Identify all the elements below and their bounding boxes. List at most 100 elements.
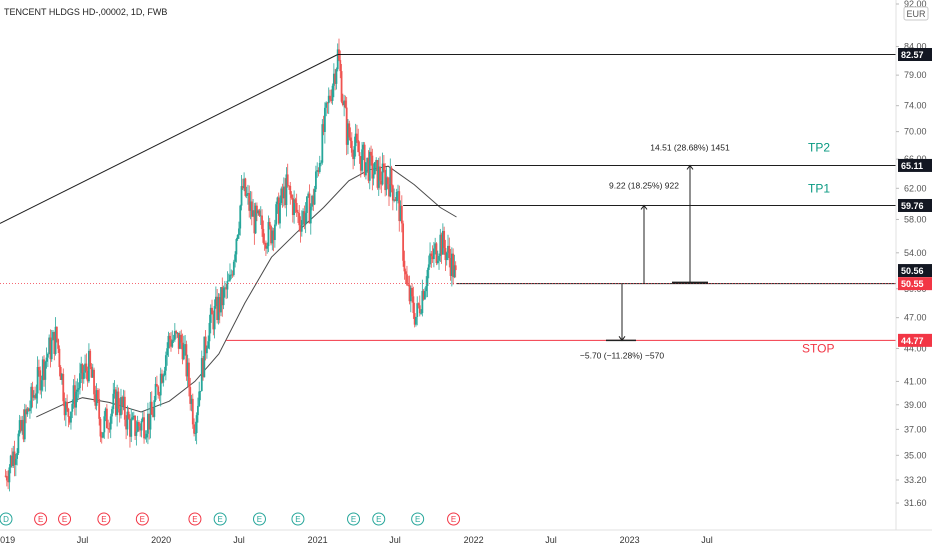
candle-body (339, 60, 342, 72)
candle-body (58, 348, 61, 368)
candle-body (218, 297, 221, 313)
candle (109, 413, 112, 439)
candle-body (98, 398, 101, 419)
candle (131, 412, 134, 421)
candle (406, 265, 408, 287)
candle-body (189, 387, 192, 404)
candle-body (435, 243, 438, 264)
candle-body (162, 375, 165, 383)
candle (308, 184, 311, 224)
currency-button[interactable]: EUR (903, 6, 929, 21)
candle (323, 102, 326, 144)
candle-body (38, 367, 40, 371)
candle (311, 194, 313, 211)
candle (18, 414, 21, 437)
candle (126, 405, 129, 436)
candle-body (89, 350, 92, 367)
candle-body (348, 123, 351, 138)
candle-body (341, 101, 344, 105)
candle (389, 158, 392, 198)
candle-body (407, 284, 410, 286)
candle-body (432, 248, 435, 260)
candle-body (4, 475, 7, 477)
candle (123, 390, 126, 427)
candle-body (32, 395, 35, 398)
candle-body (444, 248, 447, 261)
candle-body (408, 284, 411, 302)
candle-body (88, 350, 90, 382)
event-circle (97, 512, 111, 526)
candle-body (138, 422, 140, 427)
badge-stop: 44.77 (898, 333, 932, 347)
event-circle (447, 512, 461, 526)
y-tick-label: 74.00 (904, 101, 927, 111)
candle-body (293, 199, 296, 216)
candle-body (103, 416, 106, 433)
candle (188, 358, 190, 397)
candle-body (20, 420, 22, 431)
candle (38, 359, 40, 377)
candle-body (298, 213, 301, 226)
candle-body (84, 363, 86, 373)
candle-body (104, 408, 107, 417)
candle-body (250, 201, 253, 217)
candle (349, 127, 352, 149)
candle (402, 220, 405, 267)
candle (282, 177, 285, 207)
candle (26, 406, 29, 417)
candle-body (225, 287, 228, 290)
x-tick-label: Jul (545, 535, 557, 545)
candle-body (404, 271, 407, 275)
candle (163, 366, 166, 377)
candle-body (327, 95, 330, 104)
candle (217, 293, 220, 325)
candle (204, 330, 207, 361)
y-tick-label: 31.60 (904, 498, 927, 508)
candle (181, 333, 184, 365)
candle (357, 128, 360, 153)
candle (25, 404, 27, 424)
badge-last-bg (898, 277, 932, 291)
candle-body (394, 199, 397, 202)
x-tick-label: Jul (701, 535, 713, 545)
candle (447, 234, 449, 261)
candle-body (170, 339, 172, 347)
candle-body (49, 337, 52, 360)
candle (243, 172, 245, 192)
candle-body (109, 416, 112, 430)
candle (436, 250, 439, 265)
candle-body (280, 188, 283, 203)
candle (121, 395, 124, 415)
y-tick-label: 33.20 (904, 475, 927, 485)
candle (71, 399, 74, 419)
event-circle (252, 512, 266, 526)
candle (397, 184, 399, 204)
candle-body (11, 455, 13, 466)
candle (36, 356, 39, 404)
candle-body (147, 413, 149, 434)
candle (230, 269, 233, 280)
y-tick-label: 44.00 (904, 343, 927, 353)
candle-body (70, 411, 72, 423)
candle (91, 363, 94, 379)
candle-body (12, 451, 15, 466)
candle (391, 184, 394, 211)
candle (138, 420, 140, 432)
candle-body (140, 421, 143, 431)
y-tick-label: 37.00 (904, 424, 927, 434)
candle-body (172, 339, 175, 341)
candle-body (389, 167, 392, 197)
candle-body (262, 228, 265, 243)
candle (336, 43, 339, 72)
candle-body (375, 160, 378, 163)
candle-body (421, 290, 424, 314)
candle (122, 389, 125, 411)
candle-body (208, 322, 211, 342)
candle (407, 275, 410, 287)
candle (168, 333, 171, 349)
candle-body (448, 245, 451, 258)
badge-tp1: 59.76 (898, 198, 932, 212)
candle (158, 391, 161, 402)
candle-body (227, 280, 230, 282)
